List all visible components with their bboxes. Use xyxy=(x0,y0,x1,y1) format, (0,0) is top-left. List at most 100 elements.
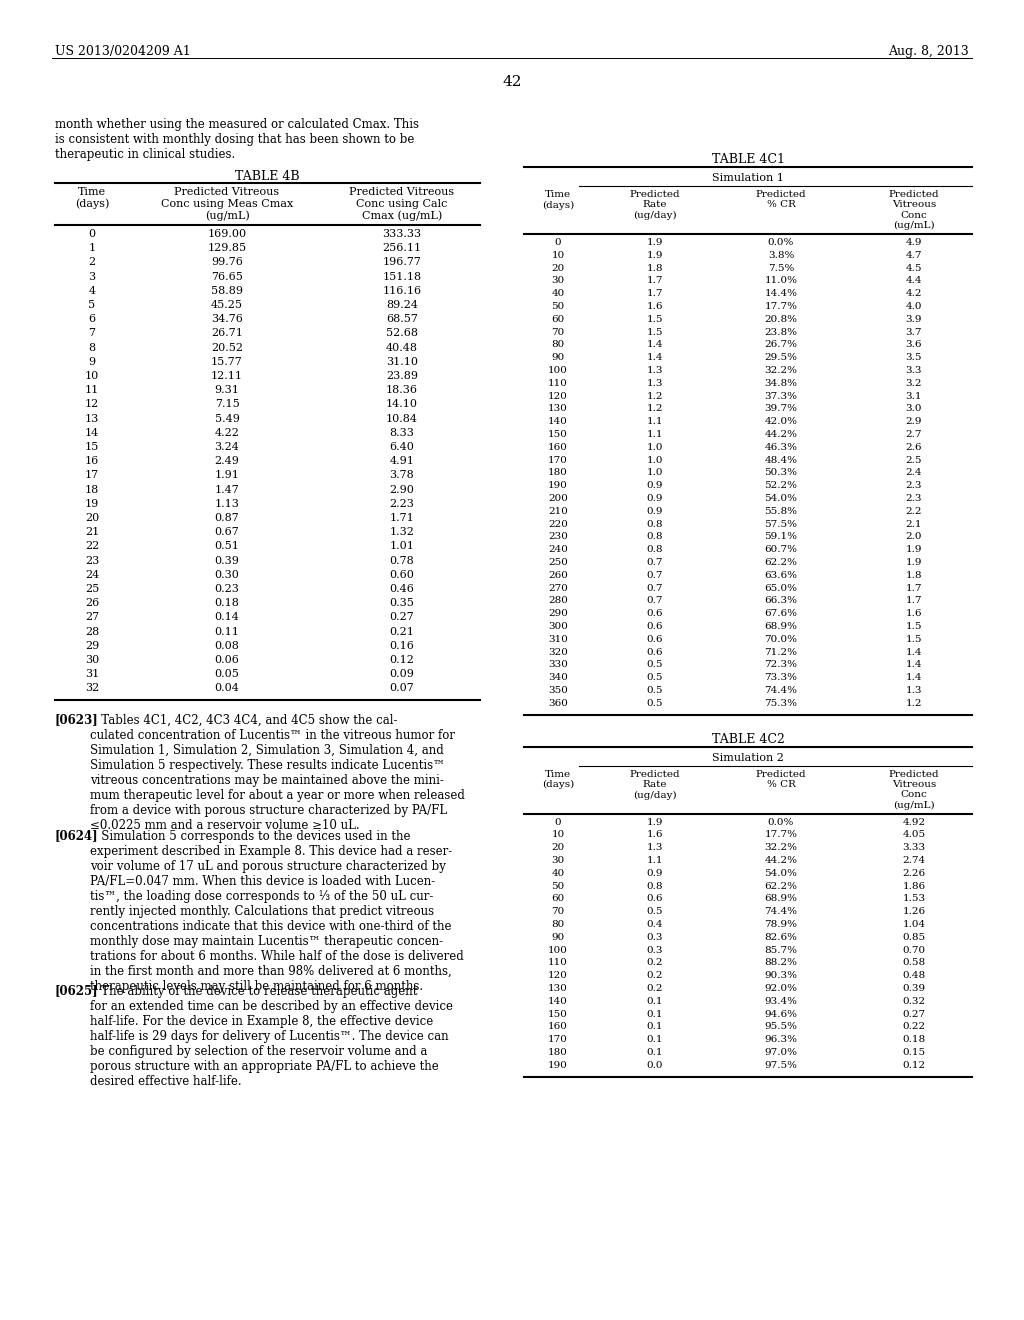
Text: 52.2%: 52.2% xyxy=(765,482,798,490)
Text: 110: 110 xyxy=(548,958,568,968)
Text: 0.08: 0.08 xyxy=(215,640,240,651)
Text: 1.2: 1.2 xyxy=(647,404,664,413)
Text: 1.2: 1.2 xyxy=(906,698,923,708)
Text: 93.4%: 93.4% xyxy=(765,997,798,1006)
Text: 89.24: 89.24 xyxy=(386,300,418,310)
Text: 0.32: 0.32 xyxy=(902,997,926,1006)
Text: 29.5%: 29.5% xyxy=(765,354,798,362)
Text: 1.86: 1.86 xyxy=(902,882,926,891)
Text: 18.36: 18.36 xyxy=(386,385,418,395)
Text: 180: 180 xyxy=(548,469,568,478)
Text: 3.5: 3.5 xyxy=(906,354,923,362)
Text: 15.77: 15.77 xyxy=(211,356,243,367)
Text: 44.2%: 44.2% xyxy=(765,430,798,440)
Text: 78.9%: 78.9% xyxy=(765,920,798,929)
Text: 3.24: 3.24 xyxy=(215,442,240,451)
Text: 82.6%: 82.6% xyxy=(765,933,798,941)
Text: 230: 230 xyxy=(548,532,568,541)
Text: 27: 27 xyxy=(85,612,99,623)
Text: 260: 260 xyxy=(548,570,568,579)
Text: 0.8: 0.8 xyxy=(647,882,664,891)
Text: 72.3%: 72.3% xyxy=(765,660,798,669)
Text: 2.90: 2.90 xyxy=(389,484,415,495)
Text: 1.9: 1.9 xyxy=(647,238,664,247)
Text: 150: 150 xyxy=(548,1010,568,1019)
Text: 9: 9 xyxy=(88,356,95,367)
Text: 10.84: 10.84 xyxy=(386,413,418,424)
Text: 300: 300 xyxy=(548,622,568,631)
Text: Simulation 5 corresponds to the devices used in the
experiment described in Exam: Simulation 5 corresponds to the devices … xyxy=(90,829,464,993)
Text: 31.10: 31.10 xyxy=(386,356,418,367)
Text: 19: 19 xyxy=(85,499,99,508)
Text: 1.3: 1.3 xyxy=(647,366,664,375)
Text: 169.00: 169.00 xyxy=(208,228,247,239)
Text: 70.0%: 70.0% xyxy=(765,635,798,644)
Text: 32: 32 xyxy=(85,684,99,693)
Text: 32.2%: 32.2% xyxy=(765,366,798,375)
Text: 34.8%: 34.8% xyxy=(765,379,798,388)
Text: 250: 250 xyxy=(548,558,568,568)
Text: 1.32: 1.32 xyxy=(389,527,415,537)
Text: 4.5: 4.5 xyxy=(906,264,923,273)
Text: 4.4: 4.4 xyxy=(906,276,923,285)
Text: 3.3: 3.3 xyxy=(906,366,923,375)
Text: Predicted
Vitreous
Conc
(ug/mL): Predicted Vitreous Conc (ug/mL) xyxy=(889,190,939,231)
Text: 3.0: 3.0 xyxy=(906,404,923,413)
Text: 29: 29 xyxy=(85,640,99,651)
Text: 1.7: 1.7 xyxy=(906,583,923,593)
Text: 0.27: 0.27 xyxy=(902,1010,926,1019)
Text: 0.7: 0.7 xyxy=(647,558,664,568)
Text: 0.12: 0.12 xyxy=(389,655,415,665)
Text: Simulation 2: Simulation 2 xyxy=(712,752,784,763)
Text: 0.7: 0.7 xyxy=(647,597,664,606)
Text: 42: 42 xyxy=(502,75,522,88)
Text: 0: 0 xyxy=(555,817,561,826)
Text: 7: 7 xyxy=(88,329,95,338)
Text: 3.1: 3.1 xyxy=(906,392,923,400)
Text: 290: 290 xyxy=(548,610,568,618)
Text: 0.16: 0.16 xyxy=(389,640,415,651)
Text: 17.7%: 17.7% xyxy=(765,302,798,312)
Text: 140: 140 xyxy=(548,997,568,1006)
Text: 0.1: 0.1 xyxy=(647,1035,664,1044)
Text: 0.85: 0.85 xyxy=(902,933,926,941)
Text: 340: 340 xyxy=(548,673,568,682)
Text: 0.11: 0.11 xyxy=(215,627,240,636)
Text: 2.5: 2.5 xyxy=(906,455,923,465)
Text: 45.25: 45.25 xyxy=(211,300,243,310)
Text: 0.06: 0.06 xyxy=(215,655,240,665)
Text: 62.2%: 62.2% xyxy=(765,882,798,891)
Text: 46.3%: 46.3% xyxy=(765,442,798,451)
Text: 190: 190 xyxy=(548,482,568,490)
Text: 1.5: 1.5 xyxy=(647,327,664,337)
Text: 0.48: 0.48 xyxy=(902,972,926,981)
Text: 1.4: 1.4 xyxy=(647,341,664,350)
Text: 5: 5 xyxy=(88,300,95,310)
Text: 4.7: 4.7 xyxy=(906,251,923,260)
Text: 0.5: 0.5 xyxy=(647,686,664,696)
Text: 2.49: 2.49 xyxy=(215,457,240,466)
Text: 50: 50 xyxy=(551,302,564,312)
Text: 14.10: 14.10 xyxy=(386,400,418,409)
Text: 5.49: 5.49 xyxy=(215,413,240,424)
Text: 210: 210 xyxy=(548,507,568,516)
Text: 1.8: 1.8 xyxy=(906,570,923,579)
Text: 2.6: 2.6 xyxy=(906,442,923,451)
Text: 180: 180 xyxy=(548,1048,568,1057)
Text: 320: 320 xyxy=(548,648,568,656)
Text: 0.7: 0.7 xyxy=(647,583,664,593)
Text: 0.6: 0.6 xyxy=(647,635,664,644)
Text: 0.2: 0.2 xyxy=(647,958,664,968)
Text: 1.6: 1.6 xyxy=(647,830,664,840)
Text: Predicted
Rate
(ug/day): Predicted Rate (ug/day) xyxy=(630,190,680,220)
Text: 0.18: 0.18 xyxy=(902,1035,926,1044)
Text: 1.3: 1.3 xyxy=(647,379,664,388)
Text: 0.9: 0.9 xyxy=(647,482,664,490)
Text: 0.22: 0.22 xyxy=(902,1023,926,1031)
Text: Aug. 8, 2013: Aug. 8, 2013 xyxy=(888,45,969,58)
Text: 1.6: 1.6 xyxy=(906,610,923,618)
Text: 333.33: 333.33 xyxy=(382,228,422,239)
Text: 0.2: 0.2 xyxy=(647,972,664,981)
Text: 256.11: 256.11 xyxy=(382,243,422,253)
Text: 92.0%: 92.0% xyxy=(765,983,798,993)
